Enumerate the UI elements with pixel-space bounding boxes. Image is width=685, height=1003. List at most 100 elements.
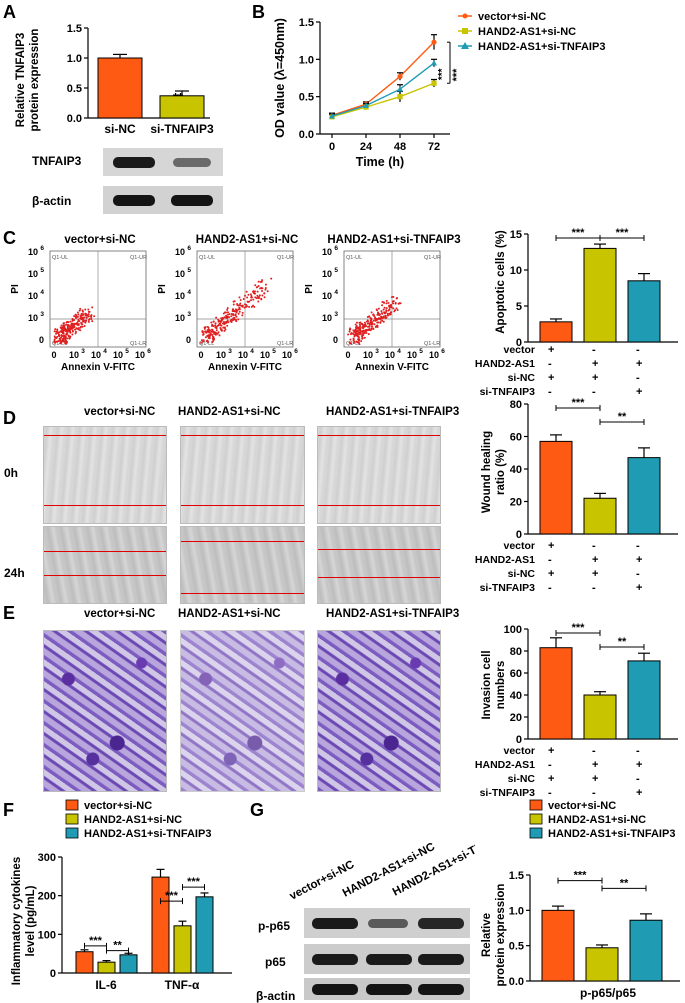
panel-c-flow-cytometry: vector+si-NCQ1-ULQ1-URQ1-LLQ1-LR00103103… bbox=[0, 225, 470, 370]
data-point bbox=[397, 86, 403, 92]
treatment-sign: + bbox=[548, 568, 555, 580]
flow-event bbox=[258, 294, 261, 297]
x-tick-label: 10 bbox=[429, 350, 439, 360]
wound-image-vector-0h bbox=[43, 426, 167, 524]
y-tick-label: 10 bbox=[28, 291, 38, 301]
panel-f-ylabel: Inflammatory cytokines bbox=[11, 857, 23, 985]
transwell-image-hand2 bbox=[180, 630, 305, 792]
flow-event bbox=[250, 299, 253, 302]
y-tick-label: 200 bbox=[38, 891, 56, 903]
flow-event bbox=[204, 336, 207, 339]
significance-label: ** bbox=[620, 877, 629, 889]
blot-label-actin: β-actin bbox=[256, 989, 296, 1003]
x-axis-title: Annexin V-FITC bbox=[61, 362, 135, 370]
quadrant-label: Q1-LR bbox=[130, 341, 146, 347]
flow-event bbox=[226, 308, 229, 311]
flow-event bbox=[385, 302, 388, 305]
bar bbox=[583, 694, 617, 740]
flow-event bbox=[60, 324, 63, 327]
flow-event bbox=[215, 316, 218, 319]
flow-event bbox=[75, 316, 78, 319]
flow-event bbox=[378, 313, 381, 316]
blot-band bbox=[418, 954, 464, 965]
blot-band bbox=[418, 984, 464, 995]
flow-event bbox=[206, 329, 209, 332]
flow-event bbox=[250, 305, 253, 308]
flow-event bbox=[377, 321, 380, 324]
y-tick-label: 15 bbox=[510, 229, 522, 241]
data-point bbox=[431, 80, 437, 86]
flow-event bbox=[201, 340, 204, 343]
flow-event bbox=[362, 332, 365, 335]
x-tick-exponent: 3 bbox=[375, 348, 379, 355]
flow-event bbox=[392, 302, 395, 305]
legend-swatch bbox=[529, 827, 543, 839]
flow-event bbox=[93, 315, 96, 318]
flow-event bbox=[230, 321, 233, 324]
flow-event bbox=[80, 316, 83, 319]
flow-event bbox=[352, 341, 355, 344]
flow-event bbox=[237, 304, 240, 307]
flow-event bbox=[390, 304, 393, 307]
significance-label: *** bbox=[187, 876, 201, 888]
flow-event bbox=[245, 290, 248, 293]
panel-d-treatment-table: vector + - - HAND2-AS1 - + + si-NC + + - si-TNFAIP3 -… bbox=[470, 540, 685, 602]
flow-event bbox=[234, 314, 237, 317]
y-tick-exponent: 5 bbox=[187, 267, 191, 274]
legend-swatch bbox=[65, 799, 79, 811]
y-tick-label: 0 bbox=[516, 529, 522, 541]
y-tick-label: 80 bbox=[510, 399, 522, 411]
x-tick-label: p-p65/p65 bbox=[580, 986, 636, 1000]
flow-event bbox=[385, 299, 388, 302]
image-title: HAND2-AS1+si-TNFAIP3 bbox=[326, 406, 460, 418]
bar bbox=[159, 95, 205, 119]
flow-event bbox=[248, 300, 251, 303]
y-tick-label: 60 bbox=[510, 668, 522, 680]
significance-label: *** bbox=[572, 622, 586, 634]
flow-event bbox=[88, 317, 91, 320]
y-axis-title: PI bbox=[304, 284, 315, 294]
treatment-row-label: si-NC bbox=[507, 568, 535, 580]
treatment-sign: + bbox=[636, 787, 643, 799]
flow-event bbox=[214, 333, 217, 336]
treatment-sign: - bbox=[592, 344, 596, 356]
flow-event bbox=[263, 296, 266, 299]
y-tick-label: 0.5 bbox=[299, 92, 314, 104]
x-tick-exponent: 5 bbox=[272, 348, 276, 355]
flow-event bbox=[233, 310, 236, 313]
quadrant-label: Q1-UL bbox=[346, 255, 362, 261]
flow-event bbox=[207, 327, 210, 330]
flow-event bbox=[349, 327, 352, 330]
data-point bbox=[431, 39, 437, 45]
flow-event bbox=[58, 335, 61, 338]
x-tick-exponent: 5 bbox=[419, 348, 423, 355]
flow-event bbox=[241, 314, 244, 317]
y-tick-label: 80 bbox=[510, 646, 522, 658]
blot-band bbox=[366, 954, 412, 965]
flow-event bbox=[362, 324, 365, 327]
flow-event bbox=[368, 328, 371, 331]
flow-event bbox=[362, 327, 365, 330]
flow-event bbox=[363, 336, 366, 339]
flow-event bbox=[261, 294, 264, 297]
flow-event bbox=[383, 312, 386, 315]
bar bbox=[627, 280, 661, 343]
treatment-row-label: HAND2-AS1 bbox=[474, 759, 535, 771]
flow-event bbox=[64, 338, 67, 341]
x-tick-label: 10 bbox=[238, 350, 248, 360]
flow-event bbox=[385, 309, 388, 312]
y-tick-label: 0 bbox=[516, 337, 522, 349]
x-tick-label: 0 bbox=[345, 350, 350, 360]
significance-label: *** bbox=[574, 870, 588, 882]
flow-event bbox=[370, 319, 373, 322]
y-tick-label: 10 bbox=[175, 269, 185, 279]
significance-label: ** bbox=[618, 636, 627, 648]
flow-event bbox=[359, 331, 362, 334]
treatment-sign: - bbox=[636, 568, 640, 580]
y-tick-label: 10 bbox=[510, 265, 522, 277]
flow-event bbox=[85, 312, 88, 315]
bar bbox=[627, 457, 661, 535]
blot-band bbox=[173, 158, 211, 167]
legend-label: HAND2-AS1+si-TNFAIP3 bbox=[84, 828, 211, 840]
flow-event bbox=[381, 319, 384, 322]
